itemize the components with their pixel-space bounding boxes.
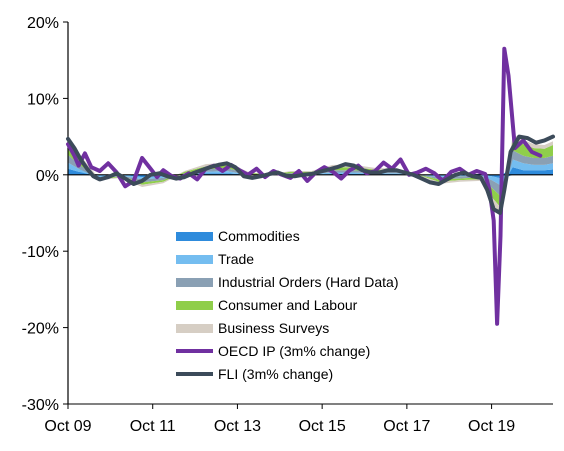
legend-label: Industrial Orders (Hard Data) [218, 274, 399, 290]
legend-item-oecd-ip-3m-change: OECD IP (3m% change) [176, 343, 370, 359]
legend-item-trade: Trade [176, 251, 254, 267]
legend-label: Consumer and Labour [218, 297, 358, 313]
y-tick-label: 0% [36, 168, 59, 185]
legend-item-industrial-orders-hard-data: Industrial Orders (Hard Data) [176, 274, 399, 290]
legend-swatch [176, 232, 213, 241]
y-tick-label: -10% [22, 244, 59, 261]
x-tick-label: Oct 15 [299, 418, 346, 435]
legend-swatch [176, 278, 213, 287]
line-fli-3m-change [66, 134, 555, 215]
legend-item-consumer-and-labour: Consumer and Labour [176, 297, 358, 313]
x-tick-label: Oct 11 [130, 418, 176, 435]
y-tick-label: 10% [27, 91, 59, 108]
x-tick-label: Oct 09 [44, 418, 91, 435]
x-tick-label: Oct 17 [383, 418, 430, 435]
x-tick-label: Oct 13 [214, 418, 261, 435]
legend-item-fli-3m-change: FLI (3m% change) [176, 366, 333, 382]
tick-labels: 20% 10% 0% -10% -20% -30% Oct 09 Oct 11 Oct 13 Oc… [22, 15, 516, 435]
legend-label: Trade [218, 251, 254, 267]
legend-label: OECD IP (3m% change) [218, 343, 370, 359]
legend-label: Business Surveys [218, 320, 329, 336]
legend-swatch [176, 301, 213, 310]
legend-item-business-surveys: Business Surveys [176, 320, 329, 336]
x-tick-label: Oct 19 [468, 418, 515, 435]
legend-item-commodities: Commodities [176, 228, 300, 244]
y-tick-label: 20% [27, 15, 59, 32]
line-series-group [66, 46, 555, 326]
legend-label: FLI (3m% change) [218, 366, 333, 382]
legend-swatch [176, 255, 213, 264]
legend: Commodities Trade Industrial Orders (Hard … [176, 228, 399, 382]
y-tick-label: -30% [22, 397, 59, 414]
legend-label: Commodities [218, 228, 300, 244]
legend-swatch [176, 324, 213, 333]
y-tick-label: -20% [22, 321, 59, 338]
line-oecd-ip-3m-change [66, 46, 543, 326]
